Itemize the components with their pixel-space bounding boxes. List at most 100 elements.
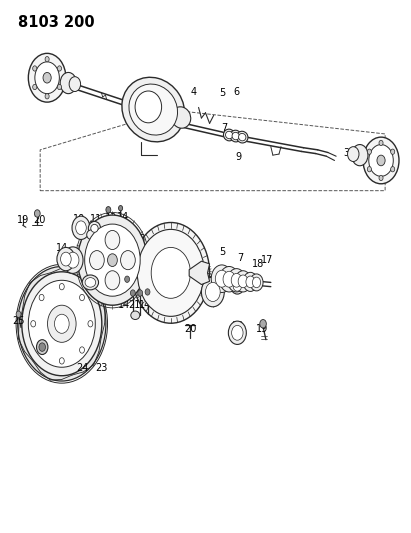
Circle shape	[137, 229, 204, 317]
Circle shape	[219, 266, 239, 292]
Circle shape	[58, 84, 62, 90]
Text: 24: 24	[76, 364, 88, 373]
Ellipse shape	[226, 131, 233, 139]
Circle shape	[39, 343, 46, 351]
Text: 23: 23	[95, 364, 107, 373]
Text: 4: 4	[190, 86, 196, 96]
Text: 20: 20	[33, 215, 45, 225]
Circle shape	[80, 294, 85, 301]
Circle shape	[352, 144, 368, 166]
Circle shape	[67, 252, 79, 268]
Circle shape	[55, 314, 69, 333]
Text: 11: 11	[90, 214, 102, 224]
Circle shape	[379, 140, 383, 146]
Circle shape	[211, 265, 233, 293]
Ellipse shape	[87, 230, 96, 239]
Circle shape	[151, 247, 190, 298]
Text: 10: 10	[232, 321, 244, 331]
Ellipse shape	[131, 311, 140, 319]
Ellipse shape	[91, 224, 98, 232]
Circle shape	[22, 272, 102, 376]
Text: 3: 3	[343, 148, 349, 158]
Circle shape	[377, 155, 385, 166]
Circle shape	[125, 276, 129, 282]
Circle shape	[33, 66, 37, 71]
Circle shape	[59, 358, 64, 364]
Text: 14: 14	[117, 212, 129, 222]
Text: 7: 7	[221, 123, 227, 133]
Ellipse shape	[122, 77, 185, 142]
Circle shape	[45, 56, 49, 62]
Text: 3: 3	[74, 79, 80, 90]
Circle shape	[215, 270, 229, 287]
Circle shape	[31, 320, 36, 327]
Circle shape	[201, 277, 224, 307]
Circle shape	[62, 247, 83, 273]
Circle shape	[232, 325, 243, 340]
Circle shape	[231, 273, 242, 287]
Text: 2: 2	[353, 153, 359, 163]
Text: 19: 19	[16, 215, 29, 225]
Circle shape	[243, 272, 258, 292]
Circle shape	[18, 266, 106, 381]
Ellipse shape	[135, 91, 162, 123]
Ellipse shape	[224, 129, 235, 141]
Text: 14: 14	[55, 244, 68, 254]
Circle shape	[367, 149, 372, 155]
Text: 22: 22	[85, 271, 97, 281]
Circle shape	[238, 275, 248, 288]
Text: 10: 10	[73, 214, 85, 224]
Circle shape	[391, 149, 395, 155]
Circle shape	[228, 269, 245, 292]
Circle shape	[235, 271, 251, 292]
Circle shape	[118, 206, 122, 211]
Circle shape	[88, 320, 93, 327]
Text: 16: 16	[165, 244, 177, 254]
Circle shape	[60, 72, 76, 94]
Circle shape	[369, 144, 393, 176]
Circle shape	[106, 207, 111, 213]
Text: 7: 7	[237, 253, 243, 263]
Ellipse shape	[85, 278, 96, 287]
Circle shape	[72, 216, 90, 239]
Circle shape	[39, 347, 44, 353]
Circle shape	[60, 252, 71, 266]
Circle shape	[59, 284, 64, 290]
Text: 5: 5	[219, 247, 225, 257]
Circle shape	[223, 271, 236, 287]
Ellipse shape	[232, 132, 239, 140]
Text: 11: 11	[233, 275, 245, 285]
Text: 3A: 3A	[130, 105, 143, 115]
Circle shape	[80, 347, 85, 353]
Circle shape	[246, 276, 255, 288]
Circle shape	[130, 290, 135, 296]
Circle shape	[76, 221, 86, 235]
Text: 6: 6	[233, 86, 239, 96]
Circle shape	[57, 247, 75, 271]
Circle shape	[90, 251, 104, 270]
Ellipse shape	[171, 107, 191, 128]
Text: 25: 25	[12, 316, 25, 326]
Circle shape	[16, 311, 21, 317]
Circle shape	[58, 66, 62, 71]
Text: 13: 13	[105, 213, 117, 223]
Text: 14: 14	[118, 300, 130, 310]
Circle shape	[35, 210, 40, 217]
Circle shape	[39, 294, 44, 301]
Ellipse shape	[238, 133, 246, 141]
Circle shape	[250, 274, 263, 291]
Text: 2: 2	[62, 71, 68, 82]
Text: 1: 1	[374, 145, 380, 155]
Text: 9: 9	[235, 152, 241, 162]
Ellipse shape	[230, 130, 241, 142]
Circle shape	[120, 251, 135, 270]
Text: 8: 8	[39, 349, 45, 359]
Text: 1A: 1A	[374, 168, 387, 178]
Circle shape	[367, 166, 372, 172]
Ellipse shape	[233, 282, 241, 291]
Text: 1: 1	[39, 60, 45, 70]
Text: 21: 21	[128, 300, 140, 310]
Text: 19: 19	[256, 324, 268, 334]
Text: 5: 5	[219, 87, 225, 98]
Circle shape	[43, 72, 51, 83]
